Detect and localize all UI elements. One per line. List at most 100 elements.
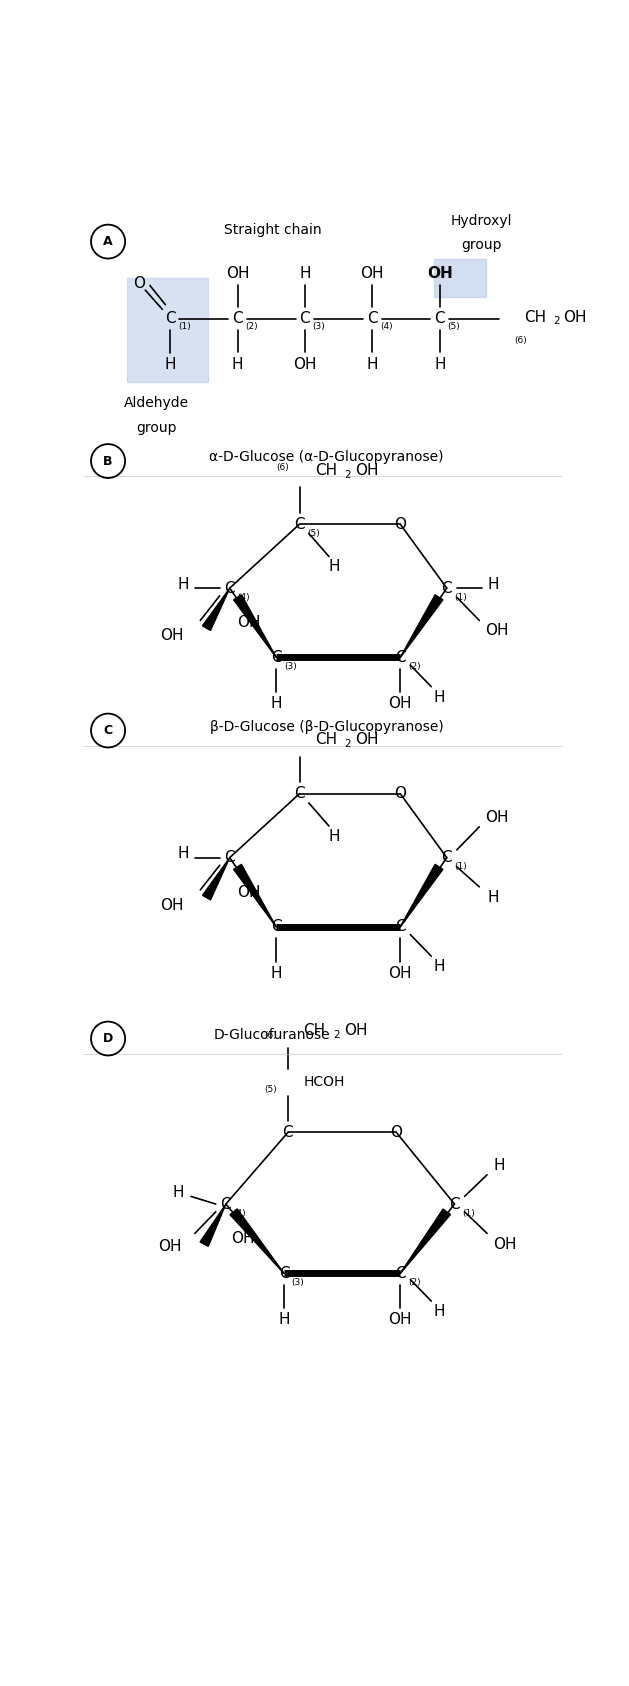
Text: OH: OH	[160, 899, 184, 912]
Text: H: H	[231, 356, 243, 371]
Text: H: H	[434, 356, 445, 371]
Text: OH: OH	[389, 696, 412, 711]
Text: OH: OH	[486, 809, 509, 824]
Text: O: O	[394, 786, 406, 801]
Text: C: C	[279, 1266, 289, 1281]
Polygon shape	[203, 588, 230, 631]
Text: Aldehyde: Aldehyde	[123, 396, 189, 410]
Text: 2: 2	[553, 317, 560, 327]
Text: (1): (1)	[178, 322, 191, 330]
Text: C: C	[225, 850, 235, 865]
Text: H: H	[328, 828, 340, 843]
Text: C: C	[442, 850, 452, 865]
Text: 2: 2	[345, 469, 351, 479]
Text: (1): (1)	[455, 593, 467, 602]
Text: H: H	[494, 1158, 505, 1173]
Polygon shape	[400, 595, 443, 658]
Text: C: C	[395, 649, 406, 664]
Text: OH: OH	[360, 266, 384, 280]
Text: (3): (3)	[284, 663, 297, 671]
Text: H: H	[487, 890, 499, 905]
Text: H: H	[177, 577, 189, 592]
Text: C: C	[299, 312, 310, 325]
Text: C: C	[282, 1125, 293, 1140]
Text: (6): (6)	[276, 464, 289, 472]
Text: (5): (5)	[447, 322, 460, 330]
Text: OH: OH	[160, 629, 184, 644]
Text: OH: OH	[486, 622, 509, 637]
Text: B: B	[103, 455, 113, 467]
Text: (4): (4)	[233, 1209, 246, 1217]
Text: H: H	[164, 357, 176, 373]
Text: (1): (1)	[455, 862, 467, 872]
Text: H: H	[328, 560, 340, 573]
Text: β-D-Glucose (β-D-Glucopyranose): β-D-Glucose (β-D-Glucopyranose)	[209, 720, 443, 733]
Text: α-D-Glucose (α-D-Glucopyranose): α-D-Glucose (α-D-Glucopyranose)	[209, 450, 444, 464]
Text: C: C	[221, 1197, 231, 1212]
Text: OH: OH	[293, 356, 316, 371]
Text: CH: CH	[303, 1023, 325, 1039]
Text: CH: CH	[315, 462, 337, 477]
Text: C: C	[165, 312, 175, 325]
Text: H: H	[270, 966, 282, 981]
Text: H: H	[177, 846, 189, 862]
Text: C: C	[271, 919, 282, 934]
Text: C: C	[367, 312, 377, 325]
Text: (4): (4)	[380, 322, 392, 330]
Text: OH: OH	[237, 885, 261, 900]
FancyBboxPatch shape	[433, 258, 486, 297]
Polygon shape	[400, 1209, 450, 1273]
Text: C: C	[104, 723, 113, 737]
Text: OH: OH	[231, 1231, 255, 1246]
Polygon shape	[233, 865, 276, 927]
Text: C: C	[294, 516, 305, 531]
Text: (3): (3)	[292, 1278, 304, 1286]
Text: (2): (2)	[245, 322, 258, 330]
Text: H: H	[278, 1312, 290, 1327]
Text: OH: OH	[563, 310, 586, 324]
Text: H: H	[299, 266, 311, 280]
Text: H: H	[172, 1185, 184, 1200]
Text: (2): (2)	[408, 663, 421, 671]
Polygon shape	[400, 865, 443, 927]
Text: (3): (3)	[313, 322, 325, 330]
Text: H: H	[433, 690, 445, 705]
Text: (5): (5)	[264, 1086, 277, 1094]
Text: group: group	[462, 238, 502, 253]
Text: C: C	[294, 786, 305, 801]
Text: CH: CH	[315, 732, 337, 747]
Polygon shape	[203, 858, 230, 900]
Text: H: H	[367, 356, 378, 371]
Text: H: H	[433, 959, 445, 975]
Text: (4): (4)	[238, 593, 250, 602]
Text: OH: OH	[355, 462, 379, 477]
Text: (6): (6)	[264, 1032, 277, 1040]
Text: OH: OH	[237, 615, 261, 631]
Text: C: C	[232, 312, 243, 325]
Text: OH: OH	[493, 1236, 516, 1251]
Text: OH: OH	[159, 1239, 182, 1254]
Text: H: H	[270, 696, 282, 711]
Text: group: group	[136, 422, 176, 435]
Text: (1): (1)	[462, 1209, 475, 1217]
Text: Straight chain: Straight chain	[223, 223, 321, 238]
Text: 2: 2	[333, 1030, 340, 1040]
Text: O: O	[391, 1125, 403, 1140]
Text: D: D	[103, 1032, 113, 1045]
Text: (6): (6)	[514, 336, 527, 344]
Text: C: C	[435, 312, 445, 325]
Text: H: H	[487, 577, 499, 592]
Text: C: C	[395, 1266, 406, 1281]
Text: C: C	[271, 649, 282, 664]
Text: Hydroxyl: Hydroxyl	[451, 214, 513, 228]
Text: A: A	[103, 234, 113, 248]
Text: C: C	[442, 580, 452, 595]
Polygon shape	[233, 595, 276, 658]
Text: OH: OH	[226, 266, 249, 280]
Polygon shape	[200, 1204, 226, 1246]
Text: O: O	[133, 277, 145, 292]
Text: C: C	[225, 580, 235, 595]
Text: H: H	[433, 1305, 445, 1320]
Text: OH: OH	[343, 1023, 367, 1039]
Text: OH: OH	[389, 1312, 412, 1327]
